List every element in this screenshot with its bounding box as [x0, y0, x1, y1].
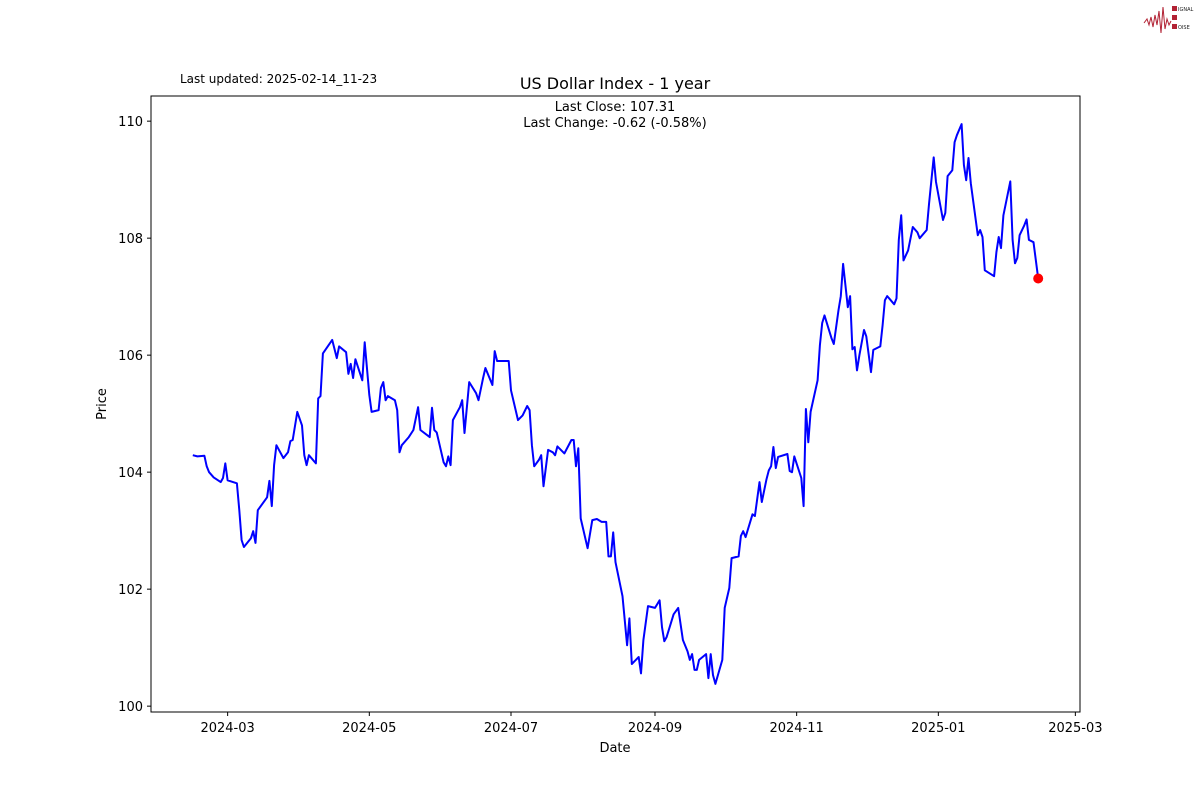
svg-text:IGNAL: IGNAL [1178, 7, 1194, 13]
y-axis-label: Price [95, 388, 110, 420]
x-tick-label: 2024-07 [484, 721, 538, 736]
svg-text:OISE: OISE [1178, 25, 1190, 31]
y-tick-label: 100 [118, 700, 143, 715]
last-updated-label: Last updated: 2025-02-14_11-23 [180, 72, 377, 86]
x-tick-label: 2025-03 [1048, 721, 1102, 736]
series-line [192, 123, 1040, 685]
y-axis: 100 102 104 106 108 110 [118, 115, 151, 715]
y-tick-label: 108 [118, 232, 143, 247]
y-tick-label: 110 [118, 115, 143, 130]
last-close-annotation: Last Close: 107.31 [555, 100, 676, 115]
y-tick-label: 106 [118, 349, 143, 364]
last-change-annotation: Last Change: -0.62 (-0.58%) [523, 116, 706, 131]
logo-waveform-icon: IGNAL OISE [1143, 6, 1194, 34]
x-tick-label: 2024-09 [628, 721, 682, 736]
plot-area: 2024-03 2024-05 2024-07 2024-09 2024-11 2025-… [118, 95, 1103, 736]
signal-2-noise-logo: IGNAL OISE [1143, 3, 1199, 35]
axes-frame [150, 95, 1081, 713]
x-tick-label: 2025-01 [911, 721, 965, 736]
x-tick-label: 2024-05 [342, 721, 396, 736]
x-tick-label: 2024-11 [769, 721, 823, 736]
last-close-marker [1033, 273, 1044, 284]
x-axis-label: Date [599, 741, 630, 756]
y-tick-label: 104 [118, 466, 143, 481]
chart-title: US Dollar Index - 1 year [520, 74, 711, 93]
x-tick-label: 2024-03 [200, 721, 254, 736]
x-axis: 2024-03 2024-05 2024-07 2024-09 2024-11 2025-… [200, 712, 1103, 736]
y-tick-label: 102 [118, 583, 143, 598]
